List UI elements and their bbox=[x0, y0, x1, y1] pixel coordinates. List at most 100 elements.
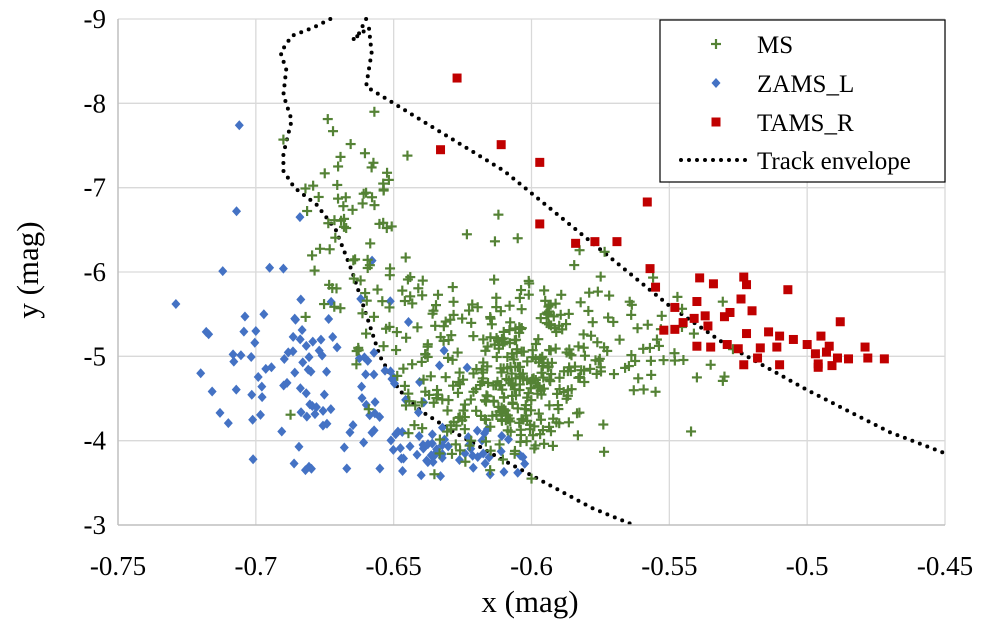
point-zams-l bbox=[278, 263, 288, 274]
point-zams-l bbox=[468, 462, 478, 473]
point-ms bbox=[332, 179, 343, 190]
point-zams-l bbox=[232, 206, 242, 217]
point-ms bbox=[498, 404, 509, 415]
point-ms bbox=[529, 421, 540, 432]
point-tams-r bbox=[651, 282, 661, 292]
point-ms bbox=[377, 296, 388, 307]
point-zams-l bbox=[437, 422, 447, 433]
point-ms bbox=[561, 319, 572, 330]
point-tams-r bbox=[860, 342, 870, 352]
point-zams-l bbox=[298, 357, 308, 368]
point-zams-l bbox=[348, 420, 358, 431]
point-ms bbox=[378, 178, 389, 189]
x-tick-label: -0.6 bbox=[510, 551, 553, 581]
point-ms bbox=[507, 397, 518, 408]
point-zams-l bbox=[369, 369, 379, 380]
point-zams-l bbox=[308, 336, 318, 347]
point-ms bbox=[391, 345, 402, 356]
point-ms bbox=[392, 370, 403, 381]
point-ms bbox=[579, 377, 590, 388]
point-tams-r bbox=[739, 360, 749, 370]
point-ms bbox=[348, 273, 359, 284]
point-tams-r bbox=[571, 238, 581, 248]
point-ms bbox=[309, 265, 320, 276]
point-ms bbox=[554, 418, 565, 429]
point-zams-l bbox=[289, 458, 299, 469]
point-ms bbox=[669, 355, 680, 366]
point-tams-r bbox=[695, 273, 705, 283]
point-zams-l bbox=[468, 450, 478, 461]
point-zams-l bbox=[304, 352, 314, 363]
point-zams-l bbox=[290, 367, 300, 378]
point-ms bbox=[653, 340, 664, 351]
y-tick-label: -4 bbox=[84, 426, 107, 456]
point-ms bbox=[544, 345, 555, 356]
point-ms bbox=[608, 369, 619, 380]
point-ms bbox=[489, 274, 500, 285]
point-ms bbox=[626, 350, 637, 361]
point-zams-l bbox=[357, 393, 367, 404]
point-zams-l bbox=[240, 311, 250, 322]
point-ms bbox=[308, 180, 319, 191]
point-ms bbox=[442, 405, 453, 416]
point-ms bbox=[500, 415, 511, 426]
point-ms bbox=[345, 139, 356, 150]
point-zams-l bbox=[290, 313, 300, 324]
point-ms bbox=[458, 405, 469, 416]
point-zams-l bbox=[322, 366, 332, 377]
point-ms bbox=[545, 426, 556, 437]
point-tams-r bbox=[670, 324, 680, 334]
point-zams-l bbox=[388, 444, 398, 455]
point-ms bbox=[593, 355, 604, 366]
point-ms bbox=[432, 385, 443, 396]
point-tams-r bbox=[670, 302, 680, 312]
point-ms bbox=[319, 168, 330, 179]
axes: -0.75 -0.7 -0.65 -0.6 -0.55 -0.5 -0.45 -3 -4 -5 -6… bbox=[84, 4, 974, 581]
point-tams-r bbox=[678, 318, 688, 328]
point-ms bbox=[480, 345, 491, 356]
x-tick-label: -0.65 bbox=[366, 551, 422, 581]
point-ms bbox=[584, 287, 595, 298]
point-ms bbox=[450, 439, 461, 450]
point-ms bbox=[367, 192, 378, 203]
point-zams-l bbox=[171, 299, 181, 310]
point-ms bbox=[454, 379, 465, 390]
point-ms bbox=[472, 302, 483, 313]
point-ms bbox=[491, 352, 502, 363]
point-ms bbox=[626, 309, 637, 320]
point-ms bbox=[365, 238, 376, 249]
point-tams-r bbox=[772, 342, 782, 352]
point-ms bbox=[452, 387, 463, 398]
point-tams-r bbox=[708, 279, 718, 289]
point-ms bbox=[398, 363, 409, 374]
point-tams-r bbox=[436, 145, 446, 155]
point-zams-l bbox=[229, 356, 239, 367]
point-zams-l bbox=[339, 442, 349, 453]
point-ms bbox=[632, 323, 643, 334]
x-tick-label: -0.55 bbox=[641, 551, 697, 581]
point-ms bbox=[429, 469, 440, 480]
point-ms bbox=[535, 414, 546, 425]
point-ms bbox=[460, 456, 471, 467]
point-zams-l bbox=[369, 425, 379, 436]
point-tams-r bbox=[824, 341, 834, 351]
point-ms bbox=[572, 430, 583, 441]
point-ms bbox=[442, 426, 453, 437]
point-zams-l bbox=[423, 439, 433, 450]
point-ms bbox=[430, 320, 441, 331]
point-ms bbox=[502, 425, 513, 436]
point-ms bbox=[445, 314, 456, 325]
point-tams-r bbox=[879, 354, 889, 364]
point-zams-l bbox=[439, 345, 449, 356]
point-tams-r bbox=[719, 312, 729, 322]
point-ms bbox=[447, 354, 458, 365]
point-tams-r bbox=[703, 321, 713, 331]
point-ms bbox=[638, 384, 649, 395]
point-ms bbox=[566, 384, 577, 395]
point-ms bbox=[516, 285, 527, 296]
point-ms bbox=[530, 440, 541, 451]
point-zams-l bbox=[454, 454, 464, 465]
y-tick-label: -9 bbox=[84, 4, 107, 34]
point-ms bbox=[457, 415, 468, 426]
